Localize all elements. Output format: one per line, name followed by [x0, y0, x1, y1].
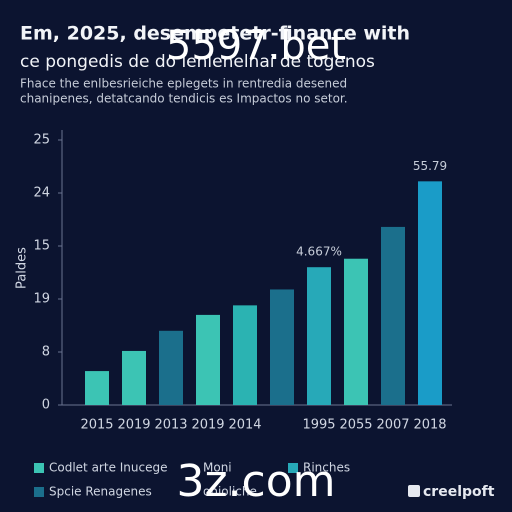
- bar: [418, 181, 442, 405]
- legend-label: Spcie Renagenes: [49, 485, 152, 499]
- legend-swatch: [188, 463, 198, 473]
- subtitle: chanipenes, detatcando tendicis es Impac…: [20, 92, 348, 106]
- y-tick-label: 25: [33, 133, 50, 148]
- bar: [85, 371, 109, 405]
- legend-swatch: [34, 487, 44, 497]
- legend-swatch: [188, 487, 198, 497]
- legend-swatch: [34, 463, 44, 473]
- x-tick-label: 1995: [302, 418, 335, 433]
- bar: [270, 289, 294, 405]
- x-tick-label: 2019: [191, 418, 224, 433]
- y-axis-label: Paldes: [15, 247, 30, 289]
- legend-swatch: [288, 463, 298, 473]
- bar: [122, 350, 146, 405]
- x-tick-label: 2018: [413, 418, 446, 433]
- x-tick-label: 2055: [339, 418, 372, 433]
- brand-icon: [408, 485, 420, 497]
- x-tick-label: 2013: [154, 418, 187, 433]
- legend-label: onioliche: [203, 485, 257, 499]
- y-tick-label: 15: [33, 239, 50, 254]
- x-tick-label: 2014: [228, 418, 261, 433]
- bar: [233, 305, 257, 405]
- chart-title: Em, 2025, desempetetr-finance with: [20, 23, 410, 45]
- legend-label: Codlet arte Inucege: [49, 461, 168, 475]
- x-tick-label: 2019: [117, 418, 150, 433]
- annotation: 55.79: [413, 159, 447, 173]
- x-tick-label: 2007: [376, 418, 409, 433]
- subtitle: Fhace the enlbesrieiche eplegets in rent…: [20, 77, 347, 91]
- x-tick-label: 2015: [80, 418, 113, 433]
- y-tick-label: 8: [42, 345, 50, 360]
- legend-label: Moni: [203, 461, 232, 475]
- chart-title: ce pongedis de do lenlenelnai de togenos: [20, 52, 375, 72]
- bar: [159, 330, 183, 405]
- bar: [307, 267, 331, 405]
- bar: [344, 258, 368, 405]
- annotation: 4.667%: [296, 245, 342, 259]
- bar: [381, 226, 405, 405]
- watermark: 5597.bet: [166, 23, 346, 69]
- bar: [196, 314, 220, 405]
- y-tick-label: 19: [33, 292, 50, 307]
- y-tick-label: 0: [42, 398, 50, 413]
- watermark: 3z.com: [176, 456, 335, 507]
- brand: creelpoft: [423, 484, 495, 500]
- y-tick-label: 24: [33, 186, 50, 201]
- legend-label: Rinches: [303, 461, 350, 475]
